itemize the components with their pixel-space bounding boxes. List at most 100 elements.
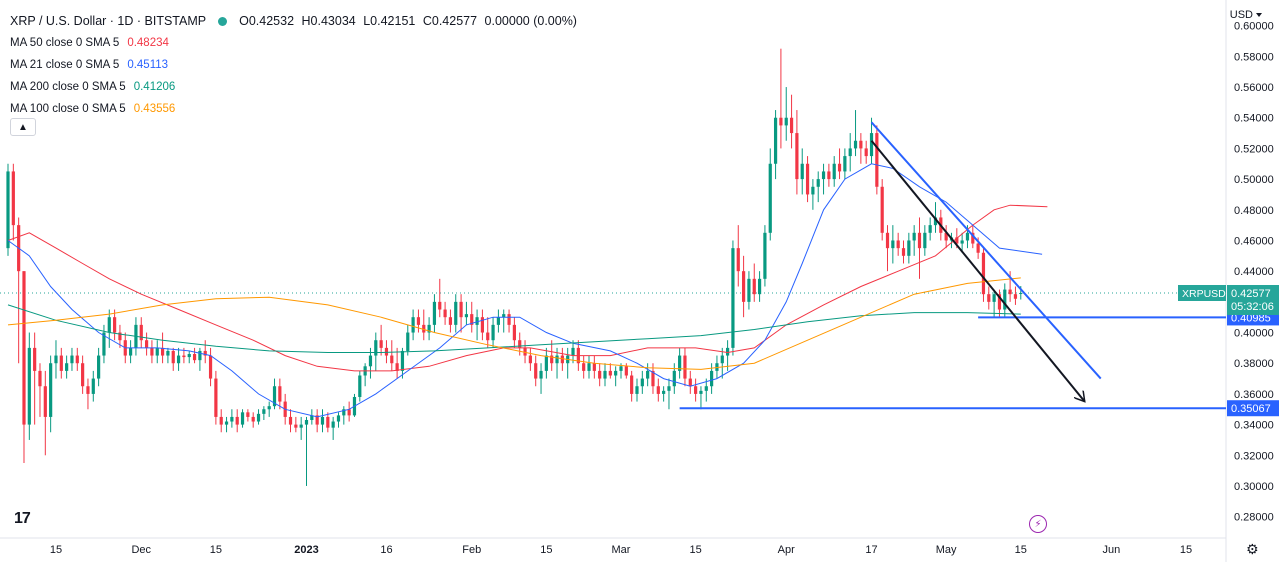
collapse-legend-button[interactable]: ▲	[10, 118, 36, 136]
candle	[422, 309, 426, 341]
candle-body	[896, 240, 900, 249]
candle-body	[155, 347, 159, 356]
candle-body	[33, 347, 37, 371]
candle	[837, 148, 842, 180]
candle-body	[699, 390, 703, 394]
candle-body	[555, 355, 559, 364]
candle-body	[560, 355, 564, 364]
candle	[310, 409, 314, 425]
candle	[864, 140, 868, 164]
candle	[816, 171, 820, 203]
candle-body	[667, 386, 671, 391]
candle-body	[49, 363, 53, 417]
candle	[113, 309, 117, 341]
candle	[363, 363, 367, 387]
candle	[768, 148, 772, 241]
candle-body	[304, 419, 309, 425]
candle	[54, 340, 58, 379]
gear-icon[interactable]: ⚙	[1246, 541, 1259, 557]
candle	[981, 246, 986, 302]
candle-body	[368, 355, 373, 367]
candle	[997, 289, 1002, 318]
tradingview-logo[interactable]: 17	[14, 510, 31, 527]
candle-body	[54, 355, 58, 364]
indicator-label[interactable]: MA 21 close 0 SMA 5	[10, 59, 120, 71]
change-value: 0.00000 (0.00%)	[484, 14, 577, 28]
indicator-ma21[interactable]: MA 21 close 0 SMA 5 0.45113	[10, 54, 581, 76]
candle-body	[502, 314, 506, 318]
price-axis: 0.60000 0.58000 0.56000 0.54000 0.52000 0.500…	[1234, 21, 1274, 524]
candle-body	[400, 350, 405, 371]
candle-body	[422, 324, 426, 333]
candle-body	[70, 355, 74, 364]
candle-body	[139, 324, 143, 341]
candle-body	[411, 317, 415, 333]
candle-body	[59, 355, 63, 371]
moving-average-line	[7, 304, 1021, 353]
indicator-ma50[interactable]: MA 50 close 0 SMA 5 0.48234	[10, 32, 581, 54]
candle	[592, 355, 596, 379]
candle	[859, 133, 863, 164]
indicator-label[interactable]: MA 100 close 0 SMA 5	[10, 103, 126, 115]
candle	[459, 294, 463, 333]
candle	[267, 401, 271, 417]
close-value: C0.42577	[422, 14, 478, 28]
candle	[384, 340, 389, 364]
price-tick-label: 0.28000	[1234, 512, 1274, 524]
candle-body	[582, 363, 586, 371]
candle-body	[608, 370, 612, 376]
currency-selector[interactable]: USD	[1230, 9, 1262, 21]
price-label-text: 0.40985	[1231, 312, 1271, 324]
candle-body	[454, 301, 458, 325]
candle-body	[976, 243, 980, 253]
indicator-ma100[interactable]: MA 100 close 0 SMA 5 0.43556	[10, 98, 581, 120]
candle	[678, 347, 682, 379]
candle	[176, 347, 181, 371]
time-tick-label: 15	[1180, 544, 1192, 556]
low-value: L0.42151	[363, 14, 416, 28]
candle-body	[971, 232, 975, 244]
candle-body	[768, 163, 772, 233]
candle-body	[640, 378, 644, 387]
candle	[550, 340, 554, 371]
candle	[6, 163, 10, 256]
candle	[544, 347, 548, 379]
candle-body	[880, 186, 884, 233]
candle-body	[395, 363, 399, 371]
candle	[11, 163, 15, 241]
candle	[129, 340, 133, 364]
candle-body	[390, 355, 394, 364]
symbol-title[interactable]: XRP / U.S. Dollar · 1D · BITSTAMP	[10, 14, 207, 28]
candle-body	[885, 232, 890, 249]
symbol-row[interactable]: XRP / U.S. Dollar · 1D · BITSTAMP O0.425…	[10, 10, 581, 32]
candle-body	[315, 415, 319, 425]
candle-body	[912, 232, 916, 241]
candle	[987, 286, 991, 310]
candle	[27, 332, 31, 440]
candle-body	[741, 271, 746, 302]
candle-body	[507, 314, 511, 325]
candle-body	[208, 355, 213, 379]
candle	[118, 324, 122, 348]
candle	[1003, 283, 1007, 318]
lightning-bolt-icon[interactable]: ⚡	[1029, 515, 1047, 533]
candle-body	[598, 370, 602, 379]
candle-body	[694, 386, 698, 394]
candle-body	[720, 355, 724, 364]
time-tick-label: Apr	[778, 544, 795, 556]
indicator-label[interactable]: MA 200 close 0 SMA 5	[10, 81, 126, 93]
candle	[800, 148, 804, 195]
candle-body	[406, 332, 410, 351]
candle	[374, 332, 378, 371]
candle-body	[11, 171, 15, 226]
candle-body	[432, 301, 437, 325]
candle-body	[534, 363, 538, 379]
indicator-ma200[interactable]: MA 200 close 0 SMA 5 0.41206	[10, 76, 581, 98]
candle-body	[923, 232, 927, 249]
candle	[166, 347, 170, 364]
candle-body	[203, 350, 207, 356]
candle	[406, 324, 410, 356]
candle-body	[992, 294, 996, 302]
indicator-label[interactable]: MA 50 close 0 SMA 5	[10, 37, 120, 49]
